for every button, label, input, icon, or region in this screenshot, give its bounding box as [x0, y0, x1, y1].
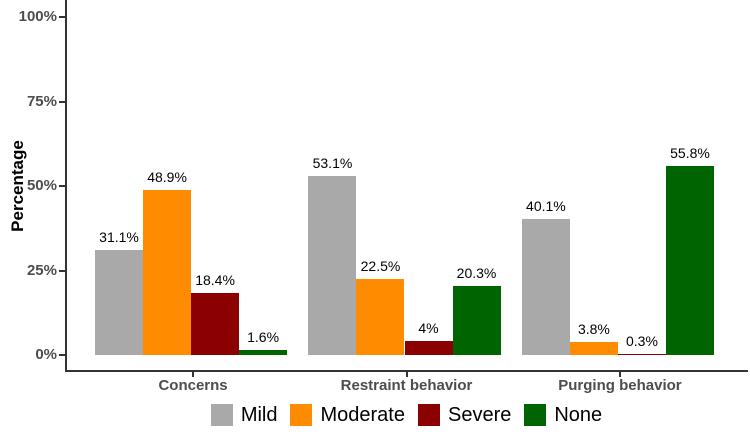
bar-value-label: 1.6%: [247, 328, 280, 345]
legend: Mild Moderate Severe None: [65, 402, 748, 428]
bar-mild-1: [95, 249, 144, 355]
legend-label: Mild: [240, 404, 278, 426]
legend-swatch-moderate: [290, 404, 313, 426]
bar-moderate-3: [569, 342, 618, 355]
y-tick-label: 0%: [35, 346, 57, 363]
bar-value-label: 18.4%: [195, 271, 235, 288]
x-category-label: Purging behavior: [558, 377, 682, 394]
y-tick-mark: [59, 185, 65, 187]
bar-severe-2: [404, 341, 453, 355]
bar-none-2: [452, 286, 501, 355]
legend-item-moderate: Moderate: [290, 403, 405, 427]
bar-value-label: 22.5%: [360, 257, 401, 274]
bar-severe-1: [191, 292, 240, 355]
x-category-label: Restraint behavior: [340, 377, 473, 394]
bar-mild-2: [308, 175, 357, 355]
bars-layer: 31.1% 48.9% 18.4% 1.6% 53.1% 22.5% 4% 20.3% 40.1…: [65, 0, 748, 370]
x-tick-mark: [192, 372, 195, 377]
x-axis-line: [65, 370, 748, 372]
y-tick-label: 75%: [26, 92, 57, 110]
bar-value-label: 48.9%: [147, 168, 187, 185]
bar-value-label: 20.3%: [456, 265, 497, 282]
bar-none-1: [239, 349, 288, 355]
x-category-label: Concerns: [158, 377, 228, 394]
legend-label: None: [554, 404, 603, 426]
x-tick-mark: [618, 372, 621, 377]
y-tick-label: 100%: [18, 8, 57, 25]
legend-item-severe: Severe: [417, 403, 512, 427]
bar-value-label: 31.1%: [99, 228, 139, 245]
bar-mild-3: [521, 219, 570, 355]
bar-value-label: 55.8%: [670, 145, 710, 162]
bar-moderate-2: [356, 278, 405, 355]
bar-moderate-1: [143, 189, 192, 355]
legend-swatch-none: [524, 404, 547, 426]
legend-item-mild: Mild: [210, 403, 278, 427]
legend-swatch-mild: [210, 404, 233, 426]
legend-swatch-severe: [417, 404, 440, 426]
legend-label: Severe: [447, 404, 512, 426]
bar-value-label: 3.8%: [577, 321, 610, 338]
y-tick-label: 50%: [26, 177, 57, 194]
y-tick-mark: [59, 269, 65, 272]
x-tick-mark: [405, 372, 408, 377]
bar-none-3: [665, 166, 714, 355]
y-tick-label: 25%: [26, 261, 57, 279]
legend-label: Moderate: [320, 404, 405, 426]
y-tick-mark: [59, 100, 65, 103]
bar-value-label: 53.1%: [312, 154, 353, 171]
bar-value-label: 0.3%: [625, 333, 658, 349]
bar-value-label: 40.1%: [526, 198, 566, 215]
bar-severe-3: [617, 354, 666, 355]
legend-item-none: None: [524, 403, 602, 427]
y-tick-mark: [59, 354, 65, 356]
bar-value-label: 4%: [418, 320, 439, 337]
y-axis-line: [65, 0, 67, 372]
y-tick-mark: [59, 16, 65, 18]
